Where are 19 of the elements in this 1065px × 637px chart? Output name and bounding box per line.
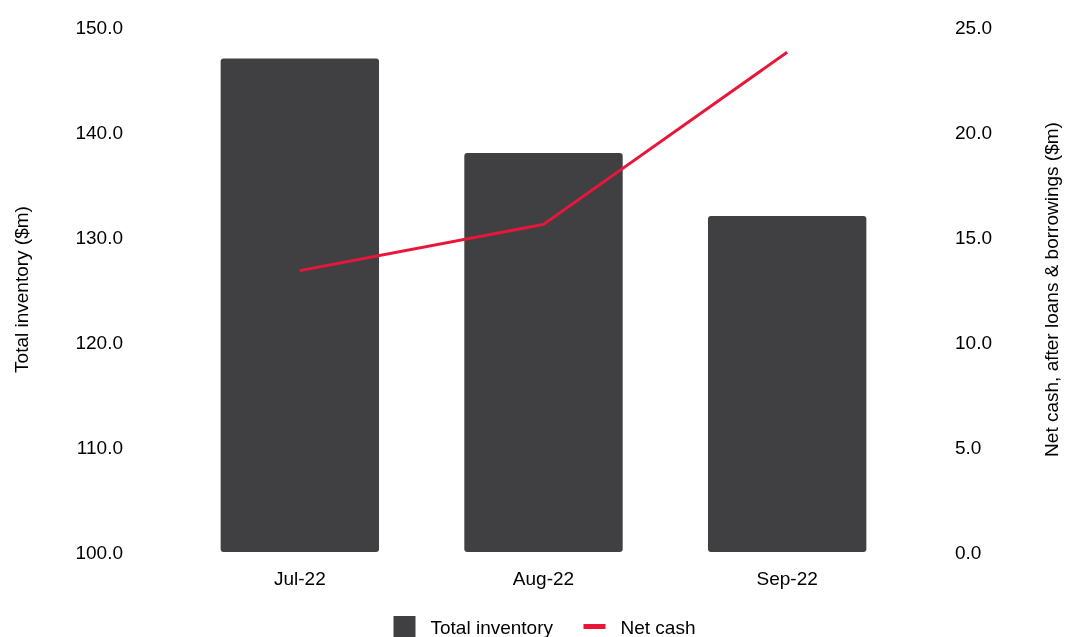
y2-tick-label: 15.0: [955, 226, 992, 248]
legend-label: Net cash: [620, 616, 696, 637]
x-tick-label: Aug-22: [512, 568, 575, 589]
y-tick-label: 110.0: [76, 436, 123, 458]
y-tick-label: 130.0: [75, 226, 123, 248]
y-tick-label: 140.0: [75, 121, 123, 143]
y2-tick-label: 25.0: [955, 16, 992, 38]
y-tick-label: 120.0: [75, 331, 123, 353]
y-axis-title: Total inventory ($m): [11, 206, 32, 373]
y2-tick-label: 0.0: [955, 541, 982, 563]
y2-tick-label: 5.0: [955, 436, 982, 458]
x-tick-label: Jul-22: [273, 568, 326, 589]
y2-tick-label: 20.0: [955, 121, 992, 143]
y2-tick-label: 10.0: [955, 331, 992, 353]
y2-axis-title: Net cash, after loans & borrowings ($m): [1041, 122, 1062, 457]
y-tick-label: 150.0: [75, 16, 123, 38]
legend-label: Total inventory: [430, 616, 554, 637]
y-tick-label: 100.0: [75, 541, 123, 563]
x-tick-label: Sep-22: [756, 568, 818, 589]
